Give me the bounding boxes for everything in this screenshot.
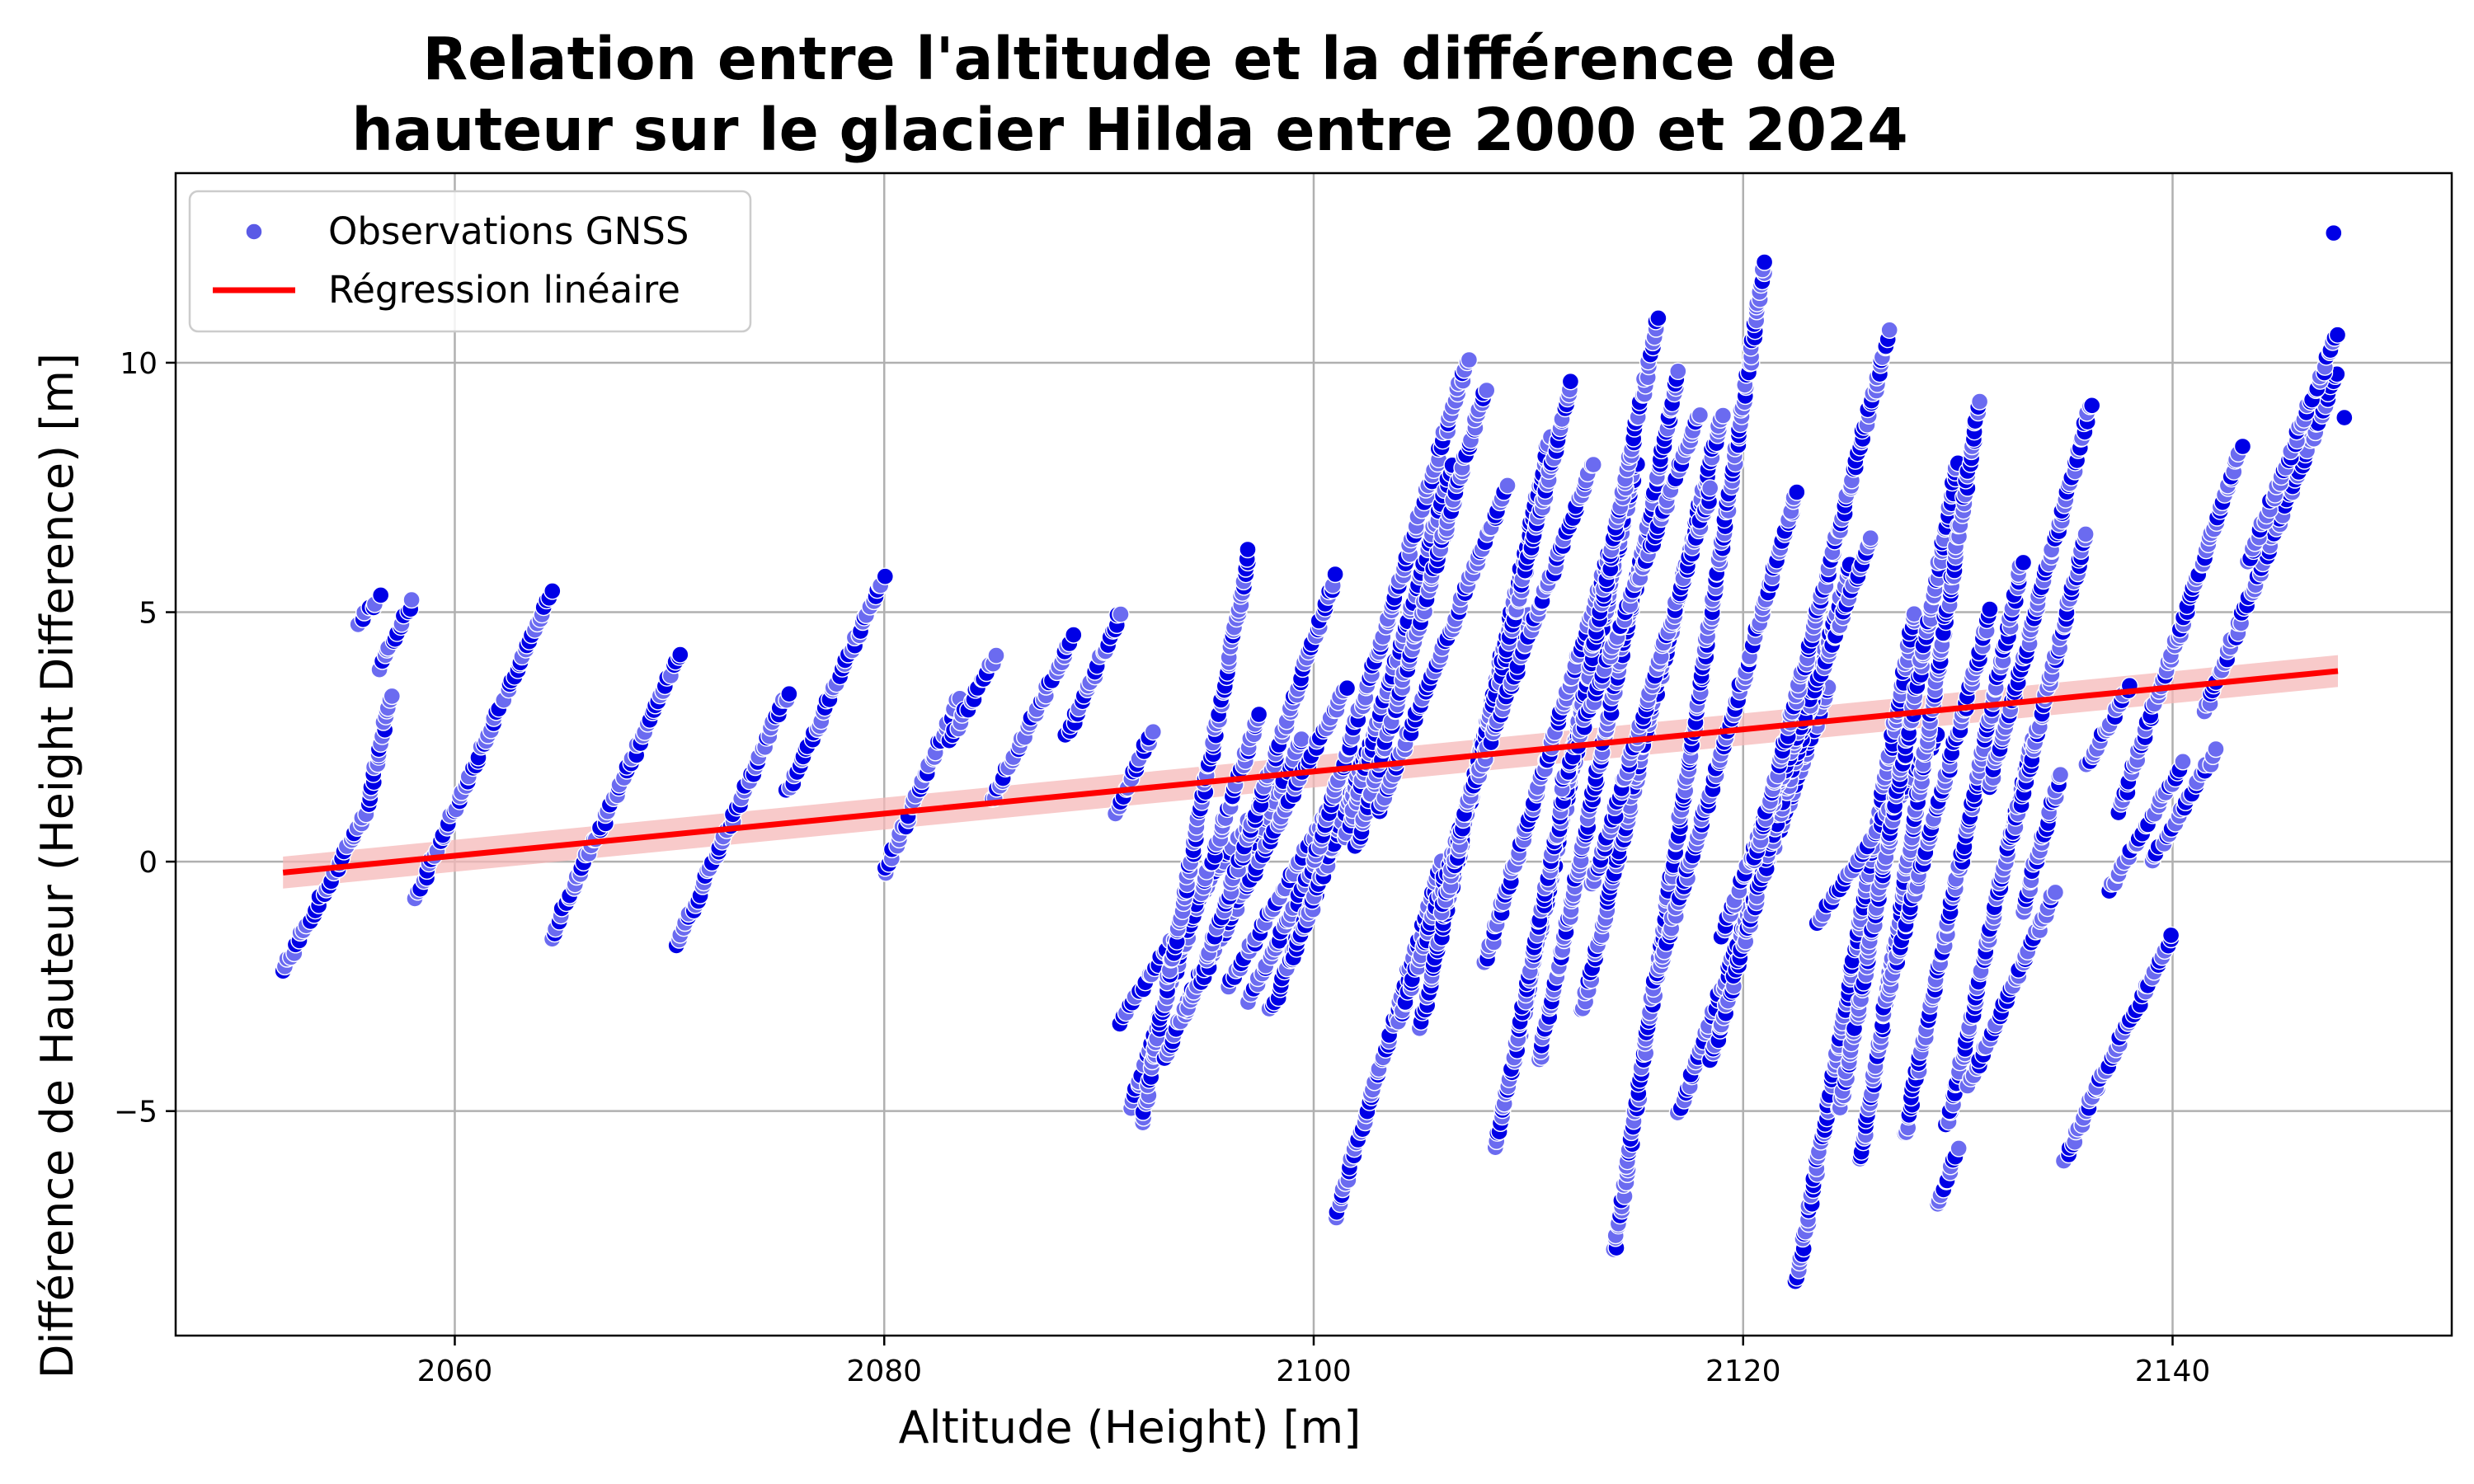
legend-marker-observations <box>245 223 263 241</box>
data-point <box>372 586 390 604</box>
data-point <box>1970 392 1989 411</box>
data-point <box>2161 926 2180 945</box>
x-tick-label: 2120 <box>1705 1355 1781 1388</box>
data-point <box>1700 479 1719 497</box>
y-tick-label: 0 <box>139 846 158 880</box>
data-point <box>1649 309 1667 327</box>
y-tick-label: 5 <box>139 597 158 631</box>
data-point <box>1669 362 1687 380</box>
data-point <box>1292 730 1310 749</box>
chart-title-line-2: hauteur sur le glacier Hilda entre 2000 … <box>351 96 1907 164</box>
data-point <box>671 646 689 664</box>
data-point <box>1498 477 1517 495</box>
data-point <box>1065 626 1083 644</box>
x-tick-label: 2100 <box>1276 1355 1352 1388</box>
data-point <box>1788 483 1806 501</box>
data-point <box>1249 705 1268 724</box>
data-point <box>1714 406 1733 425</box>
data-point <box>2328 326 2347 344</box>
data-point <box>780 685 798 703</box>
y-tick-label: 10 <box>120 347 158 381</box>
data-point <box>383 687 401 706</box>
data-point <box>1239 540 1257 559</box>
data-point <box>1477 381 1496 400</box>
data-point <box>2207 740 2225 758</box>
legend-label-regression: Régression linéaire <box>328 268 680 312</box>
data-point <box>2325 223 2343 242</box>
data-point <box>402 590 421 609</box>
data-point <box>1755 253 1774 271</box>
data-point <box>1880 321 1898 339</box>
data-point <box>2233 437 2252 456</box>
data-point <box>876 567 895 585</box>
x-axis-label: Altitude (Height) [m] <box>899 1402 1362 1453</box>
x-tick-label: 2140 <box>2135 1355 2211 1388</box>
data-point <box>1981 600 1999 618</box>
scatter-points <box>274 223 2354 1290</box>
data-point <box>1861 529 1879 547</box>
data-point <box>1460 350 1479 369</box>
data-point <box>2174 753 2192 771</box>
data-point <box>2046 883 2065 902</box>
y-tick-label: −5 <box>114 1096 158 1129</box>
data-point <box>1326 565 1344 584</box>
x-tick-label: 2060 <box>417 1355 493 1388</box>
data-point <box>1950 1139 1968 1158</box>
data-point <box>1112 605 1130 623</box>
data-point <box>2014 553 2033 572</box>
legend-label-observations: Observations GNSS <box>328 209 689 253</box>
data-point <box>1144 723 1163 741</box>
data-point <box>1561 373 1580 391</box>
chart-title-line-1: Relation entre l'altitude et la différen… <box>423 25 1837 93</box>
data-point <box>2082 397 2101 415</box>
data-point <box>1584 455 1602 474</box>
data-point <box>543 582 562 600</box>
y-axis-label: Différence de Hauteur (Height Difference… <box>31 353 83 1378</box>
data-point <box>2051 766 2070 784</box>
data-point <box>2077 525 2095 543</box>
data-point <box>1691 406 1710 425</box>
data-point <box>987 646 1005 665</box>
legend: Observations GNSS Régression linéaire <box>188 190 752 333</box>
data-point <box>2335 408 2354 427</box>
data-point <box>1338 679 1357 697</box>
x-tick-label: 2080 <box>846 1355 922 1388</box>
